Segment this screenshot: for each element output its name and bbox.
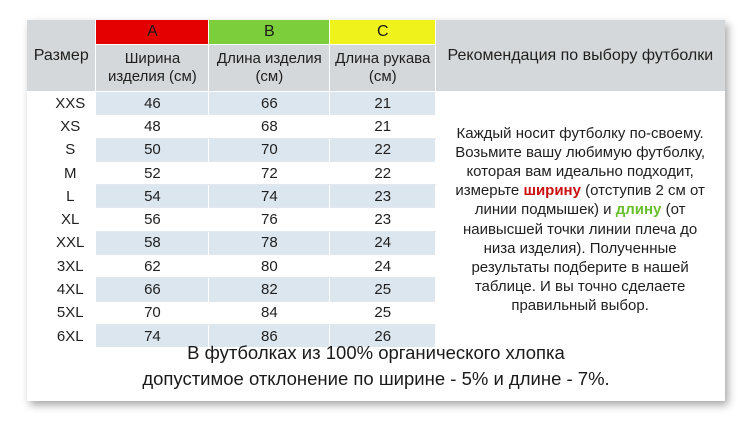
sleeve-cell: 23 (329, 207, 437, 232)
length-cell: 74 (208, 184, 331, 208)
recommendation-text: Каждый носит футболку по-своему. Возьмит… (435, 91, 725, 348)
size-cell: XS (27, 114, 97, 139)
sleeve-cell: 23 (329, 184, 437, 208)
width-cell: 52 (95, 160, 210, 186)
size-cell: M (27, 160, 97, 185)
size-cell: XXS (27, 90, 97, 115)
length-cell: 82 (208, 277, 331, 302)
column-letter-row: Размер A B C Рекомендация по выбору футб… (27, 20, 725, 92)
size-cell: L (27, 184, 97, 208)
size-cell: 3XL (27, 254, 97, 278)
table-row: S 50 70 22 (27, 137, 725, 162)
table-row: XS 48 68 21 (27, 114, 725, 139)
column-header-row: Ширина изделия (см) Длина изделия (см) Д… (27, 44, 725, 92)
sleeve-cell: 21 (329, 114, 437, 139)
size-cell: 6XL (27, 323, 97, 348)
width-column-header: Ширина изделия (см) (95, 44, 210, 92)
recommendation-text-part3: (от наивысшей точки линии плеча до низа … (462, 201, 698, 315)
length-cell: 66 (208, 90, 331, 115)
size-cell: S (27, 137, 97, 162)
fabric-note-line-1: В футболках из 100% органического хлопка (187, 342, 565, 363)
length-cell: 78 (208, 230, 331, 255)
length-cell: 72 (208, 160, 331, 186)
length-cell: 76 (208, 207, 331, 232)
width-cell: 46 (95, 90, 210, 115)
column-label-a: A (95, 20, 210, 45)
sleeve-cell: 25 (329, 300, 437, 325)
table-row: 6XL 74 86 26 (27, 323, 725, 348)
width-cell: 50 (95, 137, 210, 162)
sleeve-cell: 24 (329, 230, 437, 255)
sleeve-cell: 22 (329, 160, 437, 186)
recommendation-text-part1: Каждый носит футболку по-своему. Возьмит… (455, 124, 705, 200)
size-cell: 4XL (27, 277, 97, 302)
size-chart-card: Размер A B C Рекомендация по выбору футб… (27, 20, 725, 401)
table-row: 5XL 70 84 25 (27, 300, 725, 325)
fabric-note-line-2: допустимое отклонение по ширине - 5% и д… (142, 368, 610, 389)
size-cell: XL (27, 207, 97, 232)
length-cell: 86 (208, 323, 331, 348)
sleeve-cell: 25 (329, 277, 437, 302)
width-cell: 66 (95, 277, 210, 302)
highlight-length: длину (615, 201, 662, 219)
size-column-header: Размер (27, 20, 97, 92)
width-cell: 48 (95, 114, 210, 139)
width-cell: 54 (95, 184, 210, 208)
table-row: XXL 58 78 24 (27, 230, 725, 255)
width-cell: 74 (95, 323, 210, 348)
length-column-header: Длина изделия (см) (208, 44, 331, 92)
table-row: M 52 72 22 (27, 160, 725, 186)
fabric-note: В футболках из 100% органического хлопка… (27, 340, 725, 392)
highlight-width: ширину (523, 182, 581, 200)
table-row: L 54 74 23 (27, 184, 725, 208)
length-cell: 84 (208, 300, 331, 325)
width-cell: 62 (95, 254, 210, 279)
sleeve-column-header: Длина рукава (см) (329, 44, 437, 92)
width-cell: 70 (95, 300, 210, 325)
sleeve-cell: 24 (329, 254, 437, 279)
table-row: 4XL 66 82 25 (27, 277, 725, 302)
table-row: 3XL 62 80 24 (27, 254, 725, 279)
size-cell: XXL (27, 230, 97, 255)
width-cell: 58 (95, 230, 210, 255)
recommendation-text-part2: (отступив 2 см от линии подмышек) и (474, 182, 705, 219)
length-cell: 68 (208, 114, 331, 139)
recommendation-header: Рекомендация по выбору футболки (435, 20, 725, 92)
length-cell: 70 (208, 137, 331, 162)
sleeve-cell: 22 (329, 137, 437, 162)
length-cell: 80 (208, 254, 331, 279)
table-row: XXS 46 66 21 Каждый носит футболку по-своем… (27, 90, 725, 348)
column-label-b: B (208, 20, 331, 45)
column-label-c: C (329, 20, 437, 45)
size-table: Размер A B C Рекомендация по выбору футб… (27, 20, 725, 348)
width-cell: 56 (95, 207, 210, 232)
sleeve-cell: 26 (329, 323, 437, 348)
sleeve-cell: 21 (329, 90, 437, 115)
size-cell: 5XL (27, 300, 97, 325)
